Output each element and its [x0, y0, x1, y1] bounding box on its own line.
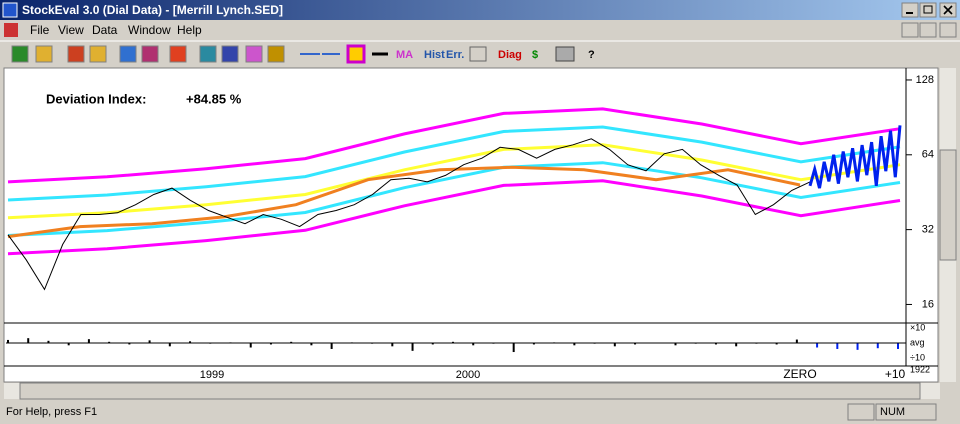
menu-item[interactable]: Data [92, 23, 118, 37]
y-tick-label: 64 [922, 149, 934, 161]
series-line [7, 165, 801, 239]
menu-item[interactable]: Help [177, 23, 202, 37]
num-indicator: NUM [880, 406, 905, 418]
panel-label: ×10 [910, 322, 925, 332]
doc-minimize[interactable] [901, 22, 919, 38]
caption-buttons [901, 2, 957, 18]
doc-icon [4, 23, 18, 37]
toolbar-button[interactable] [221, 45, 239, 63]
annotation-label: Deviation Index: [46, 91, 146, 106]
toolbar-label[interactable]: Diag [498, 49, 522, 61]
maximize-glyph [923, 5, 933, 14]
x-label: 1999 [200, 369, 224, 381]
app-icon [2, 2, 18, 18]
panel-label: ÷10 [910, 352, 925, 362]
doc-restore[interactable] [919, 22, 937, 38]
maximize-button[interactable] [919, 2, 937, 18]
toolbar-label[interactable]: $ [532, 49, 538, 61]
h-scroll-thumb[interactable] [19, 382, 921, 400]
series-line [7, 179, 901, 256]
toolbar-button[interactable] [141, 45, 159, 63]
annotation-value: +84.85 % [186, 91, 242, 106]
y-tick-label: 128 [916, 74, 934, 86]
series-line [7, 107, 901, 184]
toolbar-button[interactable] [199, 45, 217, 63]
window-title: StockEval 3.0 (Dial Data) - [Merrill Lyn… [22, 3, 283, 17]
toolbar-label[interactable]: Err. [446, 49, 464, 61]
title-bar [0, 0, 960, 20]
status-text: For Help, press F1 [6, 406, 97, 418]
toolbar-button[interactable] [267, 45, 285, 63]
toolbar-button[interactable] [11, 45, 29, 63]
toolbar-label[interactable]: ? [588, 49, 595, 61]
status-pane [847, 403, 875, 421]
menu-bar: File View Data Window Help [4, 22, 957, 38]
panel-label: avg [910, 337, 925, 347]
x-label: +10 [885, 367, 906, 381]
doc-close[interactable] [939, 22, 957, 38]
menu-item[interactable]: Window [128, 23, 171, 37]
minimize-button[interactable] [901, 2, 919, 18]
close-glyph [943, 5, 953, 15]
toolbar-button[interactable] [169, 45, 187, 63]
toolbar-label[interactable]: MA [396, 49, 413, 61]
x-label: ZERO [783, 367, 816, 381]
toolbar-button[interactable] [469, 46, 487, 62]
series-line [7, 138, 811, 291]
y-tick-label: 16 [922, 298, 934, 310]
y-tick-label: 32 [922, 224, 934, 236]
menu-item[interactable]: View [58, 23, 84, 37]
menu-item[interactable]: File [30, 23, 50, 37]
series-line [808, 125, 902, 189]
toolbar-button[interactable] [67, 45, 85, 63]
toolbar-button[interactable] [35, 45, 53, 63]
toolbar-button[interactable] [119, 45, 137, 63]
toolbar: MA Hist Err. Diag $? [0, 40, 960, 64]
toolbar-label[interactable]: Hist [424, 49, 445, 61]
toolbar-button[interactable] [245, 45, 263, 63]
toolbar-button[interactable] [346, 44, 366, 64]
series-line [7, 143, 901, 220]
series-line [7, 125, 901, 202]
toolbar-button[interactable] [555, 46, 575, 62]
series-line [7, 161, 901, 237]
status-pane [875, 403, 937, 421]
x-corner-label: 1922 [910, 364, 930, 374]
toolbar-button[interactable] [89, 45, 107, 63]
v-scroll-thumb[interactable] [939, 149, 957, 261]
x-label: 2000 [456, 369, 480, 381]
